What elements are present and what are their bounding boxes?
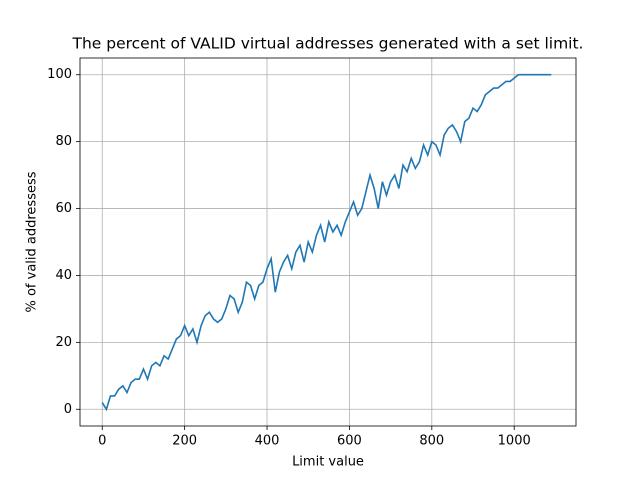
y-tick-label: 60 — [55, 201, 72, 216]
y-tick-label: 40 — [55, 268, 72, 283]
y-tick-label: 20 — [55, 335, 72, 350]
x-tick-label: 1000 — [498, 434, 531, 449]
x-tick-label: 800 — [419, 434, 444, 449]
y-axis-label: % of valid addressess — [25, 171, 40, 312]
chart-title: The percent of VALID virtual addresses g… — [72, 35, 584, 53]
plot-frame — [79, 57, 577, 427]
x-tick-label: 200 — [172, 434, 197, 449]
x-tick-label: 400 — [255, 434, 280, 449]
y-tick-label: 100 — [47, 67, 72, 82]
y-tick-label: 80 — [55, 134, 72, 149]
y-tick-label: 0 — [64, 402, 72, 417]
data-line — [101, 73, 552, 412]
x-axis-label: Limit value — [292, 455, 364, 470]
x-tick-label: 600 — [337, 434, 362, 449]
x-tick-label: 0 — [98, 434, 106, 449]
